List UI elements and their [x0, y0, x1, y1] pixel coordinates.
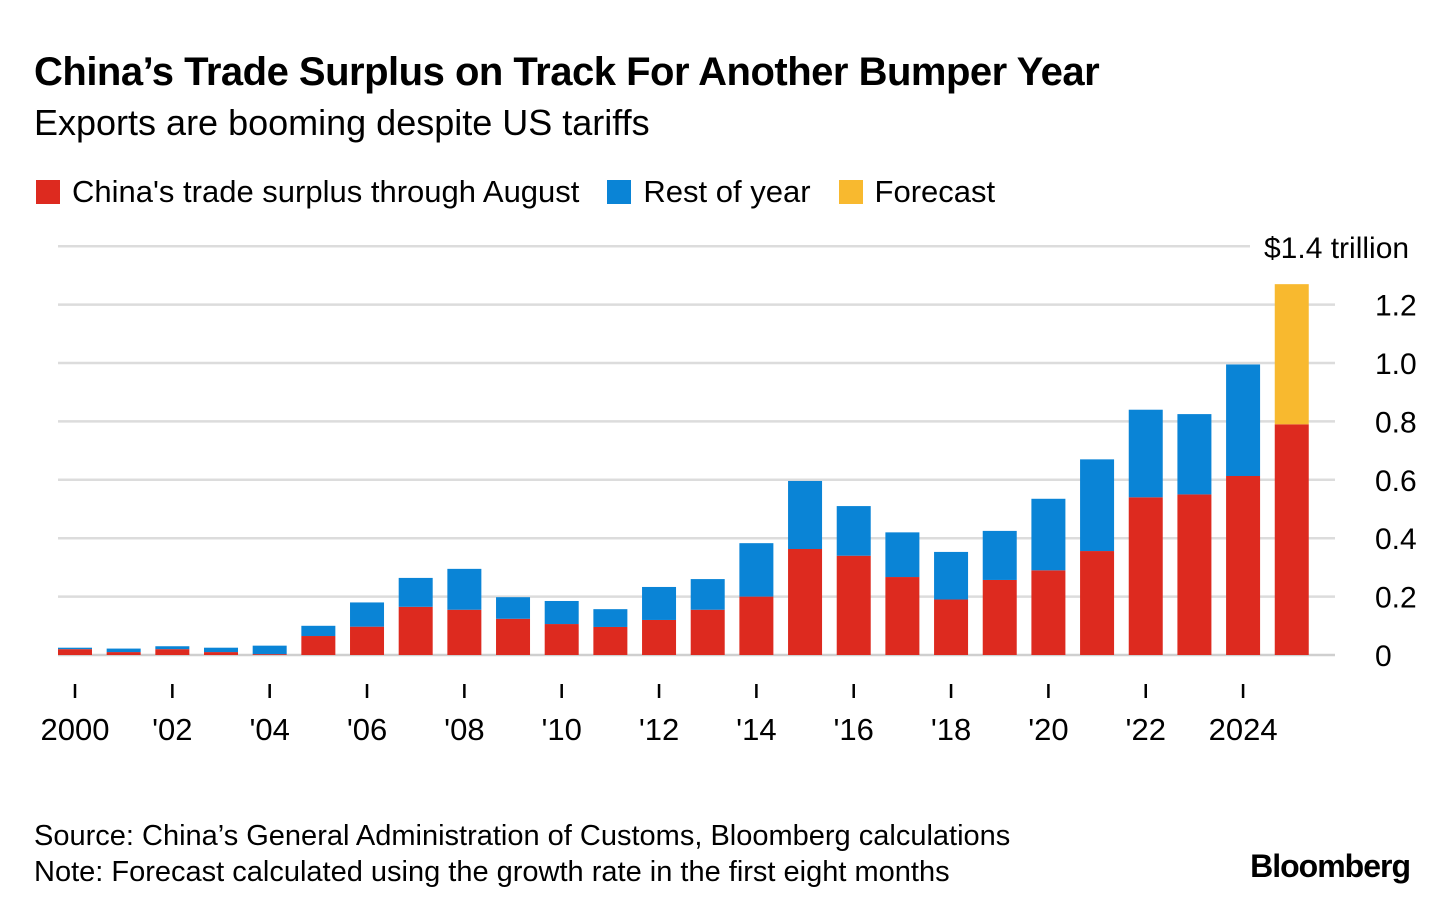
- bar-blue-2024: [1226, 364, 1261, 477]
- source-note: Source: China’s General Administration o…: [34, 820, 1011, 852]
- bar-blue-2007: [398, 577, 433, 607]
- bar-red-2009: [496, 618, 531, 655]
- bar-red-2003: [204, 652, 239, 655]
- y-tick-label: 0.6: [1375, 465, 1417, 498]
- bar-red-2023: [1177, 494, 1212, 655]
- bar-red-2025: [1274, 424, 1309, 655]
- bar-red-2020: [1031, 570, 1066, 655]
- bar-red-2021: [1080, 551, 1115, 655]
- legend-label: Rest of year: [643, 174, 811, 209]
- bar-blue-2016: [836, 506, 871, 556]
- x-tick-label: '04: [249, 712, 289, 747]
- legend-item-through-august: China's trade surplus through August: [36, 174, 579, 210]
- chart-subtitle: Exports are booming despite US tariffs: [34, 102, 650, 143]
- legend-swatch-blue: [607, 180, 632, 204]
- y-unit-label: $1.4 trillion: [1264, 232, 1409, 265]
- bar-red-2002: [155, 649, 190, 655]
- bar-red-2014: [739, 596, 774, 655]
- x-tick-label: '18: [931, 712, 971, 747]
- bar-blue-2009: [496, 597, 531, 619]
- bar-red-2005: [301, 636, 336, 655]
- bar-red-2010: [544, 624, 579, 655]
- legend-label: China's trade surplus through August: [72, 174, 580, 209]
- bar-red-2016: [836, 555, 871, 655]
- bar-blue-2018: [934, 551, 969, 600]
- y-tick-label: 0.2: [1375, 582, 1417, 615]
- y-tick-label: 0: [1375, 640, 1392, 673]
- legend-swatch-red: [36, 180, 60, 204]
- bar-blue-2000: [58, 647, 92, 650]
- x-tick-label: 2000: [41, 712, 110, 747]
- bar-blue-2010: [544, 600, 579, 625]
- legend-label: Forecast: [874, 174, 996, 209]
- x-tick-label: '02: [152, 712, 192, 747]
- footnote: Note: Forecast calculated using the grow…: [34, 856, 950, 888]
- bar-red-2004: [252, 654, 287, 655]
- bar-blue-2012: [642, 586, 677, 620]
- bar-blue-2008: [447, 568, 482, 610]
- x-tick-label: '12: [639, 712, 679, 747]
- bar-blue-2002: [155, 646, 190, 650]
- legend: China's trade surplus through August Res…: [36, 174, 1023, 210]
- bar-red-2013: [690, 609, 725, 655]
- bar-red-2012: [642, 619, 677, 655]
- y-tick-label: 0.4: [1375, 523, 1417, 556]
- bar-red-2024: [1226, 476, 1261, 655]
- bar-red-2022: [1128, 497, 1163, 655]
- bar-blue-2006: [350, 602, 385, 627]
- bar-blue-2017: [885, 532, 920, 578]
- bar-blue-2022: [1128, 409, 1163, 498]
- x-tick-label: '16: [834, 712, 874, 747]
- bar-red-2011: [593, 626, 628, 655]
- bar-blue-2023: [1177, 414, 1212, 495]
- bar-blue-2019: [982, 530, 1017, 580]
- bar-red-2019: [982, 579, 1017, 655]
- legend-item-rest-of-year: Rest of year: [607, 174, 811, 210]
- bar-blue-2004: [252, 645, 287, 655]
- x-tick-label: '10: [541, 712, 581, 747]
- bar-red-2017: [885, 577, 920, 655]
- y-tick-label: 1.2: [1375, 290, 1417, 323]
- legend-swatch-yellow: [838, 180, 863, 204]
- bar-blue-2005: [301, 625, 336, 637]
- chart-title: China’s Trade Surplus on Track For Anoth…: [34, 50, 1100, 94]
- bar-red-2007: [398, 606, 433, 655]
- bar-blue-2015: [788, 480, 823, 550]
- bar-red-2000: [58, 649, 92, 655]
- bar-blue-2001: [106, 648, 141, 653]
- x-tick-label: '08: [444, 712, 484, 747]
- bar-red-2001: [106, 652, 141, 655]
- x-tick-label: '14: [736, 712, 776, 747]
- x-tick-label: 2024: [1209, 712, 1278, 747]
- bar-red-2018: [934, 599, 969, 655]
- x-tick-label: '20: [1028, 712, 1068, 747]
- bar-blue-2020: [1031, 498, 1066, 571]
- bar-red-2006: [350, 626, 385, 655]
- x-tick-label: '06: [347, 712, 387, 747]
- bar-yellow-2025: [1274, 284, 1309, 425]
- bar-blue-2003: [204, 647, 239, 653]
- bar-red-2015: [788, 549, 823, 655]
- bloomberg-logo: Bloomberg: [1250, 848, 1411, 884]
- bar-blue-2013: [690, 579, 725, 610]
- y-tick-label: 1.0: [1375, 348, 1417, 381]
- bar-blue-2014: [739, 543, 774, 597]
- bar-blue-2011: [593, 609, 628, 627]
- legend-item-forecast: Forecast: [838, 174, 996, 210]
- x-tick-label: '22: [1126, 712, 1166, 747]
- bar-red-2008: [447, 609, 482, 655]
- y-tick-label: 0.8: [1375, 406, 1417, 439]
- bar-blue-2021: [1080, 459, 1115, 552]
